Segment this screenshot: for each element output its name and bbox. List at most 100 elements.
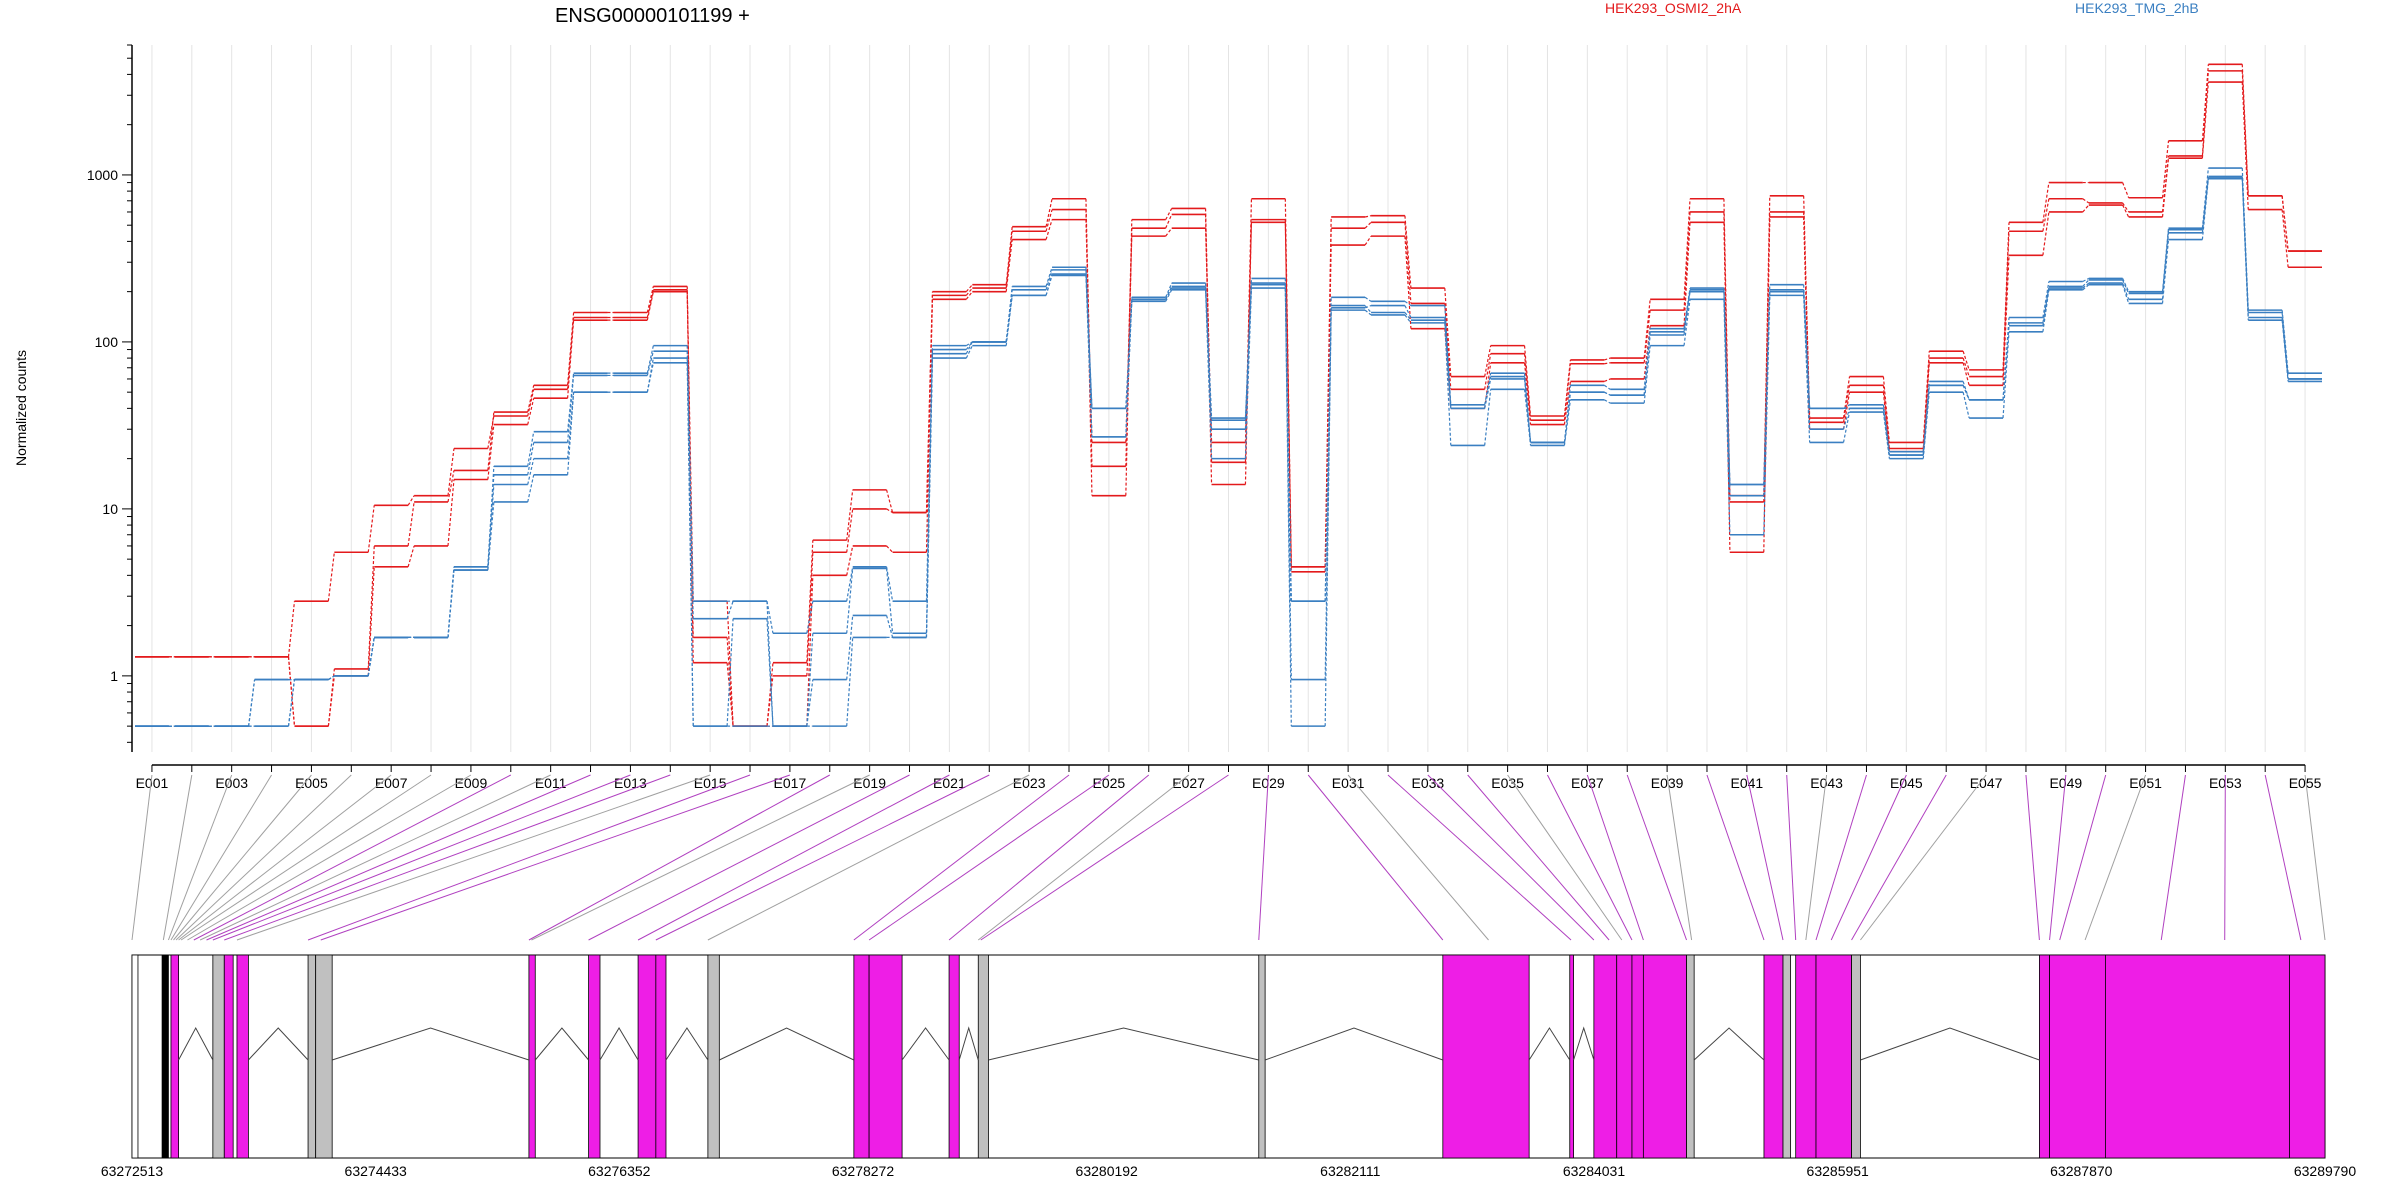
- exon-link: [1830, 774, 1907, 941]
- series-connector: [1563, 385, 1572, 443]
- series-connector: [2082, 277, 2090, 283]
- y-axis: 1 10 100 1000: [87, 44, 133, 752]
- series-connector: [1045, 269, 1053, 291]
- series-connector: [567, 392, 575, 475]
- series-connector: [287, 601, 296, 657]
- series-connector: [1683, 291, 1691, 336]
- series-connector: [1125, 228, 1133, 496]
- series-connector: [1842, 411, 1851, 443]
- series-connector: [2122, 282, 2130, 300]
- series-connector: [1165, 227, 1173, 237]
- series-connector: [886, 489, 894, 513]
- series-connector: [367, 505, 375, 553]
- series-connector: [1842, 376, 1851, 419]
- series-connector: [1643, 310, 1651, 363]
- exon-link: [1851, 774, 1947, 941]
- series-connector: [925, 299, 934, 553]
- exon-link: [853, 774, 1070, 941]
- exon-block: [1851, 954, 1861, 1159]
- x-tick-label: E003: [215, 775, 248, 791]
- series-connector: [487, 424, 495, 480]
- exon-link: [1547, 774, 1633, 941]
- series-connector: [1204, 289, 1213, 459]
- series-connector: [965, 287, 973, 296]
- exon-link: [1666, 774, 1693, 941]
- series-connector: [806, 679, 814, 727]
- exon-block: [528, 954, 536, 1159]
- x-tick-label: E049: [2049, 775, 2082, 791]
- series-connector: [407, 545, 415, 567]
- series-connector: [1404, 300, 1412, 307]
- series-connector: [2042, 288, 2050, 323]
- exon-block: [948, 954, 960, 1159]
- series-connector: [1882, 404, 1890, 452]
- exon-block: [131, 954, 139, 1159]
- series-connector: [965, 345, 973, 359]
- series-connector: [646, 351, 654, 376]
- series-connector: [1803, 295, 1811, 443]
- series-connector: [1404, 314, 1412, 324]
- intron-line: [599, 1027, 639, 1061]
- intron-line: [665, 1027, 709, 1061]
- intron-line: [178, 1026, 214, 1061]
- series-connector: [846, 508, 854, 553]
- series-connector: [886, 615, 894, 638]
- series-connector: [367, 637, 375, 676]
- series-connector: [1563, 363, 1572, 421]
- series-connector: [1125, 299, 1133, 437]
- intron-line: [719, 1027, 855, 1061]
- x-tick-label: E029: [1252, 775, 1285, 791]
- intron-line: [248, 1027, 309, 1061]
- series-connector: [1643, 334, 1651, 396]
- series-connector: [1364, 305, 1372, 313]
- exon-block: [1642, 954, 1687, 1159]
- series-connector: [965, 284, 973, 293]
- x-tick-label: E027: [1172, 775, 1205, 791]
- series-connector: [2042, 182, 2050, 223]
- series-connector: [1484, 389, 1492, 446]
- series-connector: [1604, 378, 1611, 382]
- y-tick-label: 100: [95, 334, 119, 350]
- exon-block: [1782, 954, 1792, 1159]
- series-connector: [1683, 299, 1691, 346]
- series-connector: [846, 545, 854, 576]
- exon-block: [977, 954, 989, 1159]
- genomic-tick-label: 63284031: [1563, 1163, 1626, 1179]
- series-connector: [2161, 232, 2170, 300]
- series-connector: [1244, 284, 1253, 421]
- series-connector: [806, 575, 814, 727]
- exon-link: [1786, 774, 1797, 941]
- x-tick-label: E023: [1013, 775, 1046, 791]
- exon-link: [2160, 774, 2186, 941]
- legend-entry-group-b: HEK293_TMG_2hB: [2075, 0, 2199, 16]
- exon-link: [1347, 774, 1489, 941]
- series-connector: [1523, 362, 1532, 425]
- exon-link: [1258, 774, 1269, 941]
- series-connector: [1723, 291, 1731, 485]
- series-connector: [886, 508, 893, 514]
- exon-block: [161, 954, 169, 1159]
- series-connector: [846, 566, 854, 602]
- exon-link: [131, 774, 153, 941]
- x-tick-label: E047: [1970, 775, 2003, 791]
- exon-block: [1442, 954, 1530, 1159]
- series-connector: [1284, 283, 1292, 602]
- series-connector: [925, 353, 934, 638]
- series-connector: [886, 545, 894, 553]
- intron-line: [1573, 1026, 1595, 1061]
- series-connector: [1604, 399, 1611, 404]
- series-connector: [1204, 286, 1213, 430]
- series-connector: [1404, 305, 1412, 318]
- exon-block: [2289, 954, 2326, 1159]
- series-connector: [2201, 81, 2209, 159]
- exon-link: [1427, 774, 1595, 941]
- series-connector: [2161, 140, 2170, 198]
- gene-model: [131, 954, 2326, 1159]
- series-connector: [1045, 209, 1053, 232]
- series-connector: [925, 345, 934, 602]
- exon-link: [162, 774, 193, 941]
- exon-link: [1805, 774, 1828, 941]
- series-connector: [367, 566, 375, 676]
- intron-line: [332, 1027, 530, 1061]
- series-connector: [447, 479, 455, 546]
